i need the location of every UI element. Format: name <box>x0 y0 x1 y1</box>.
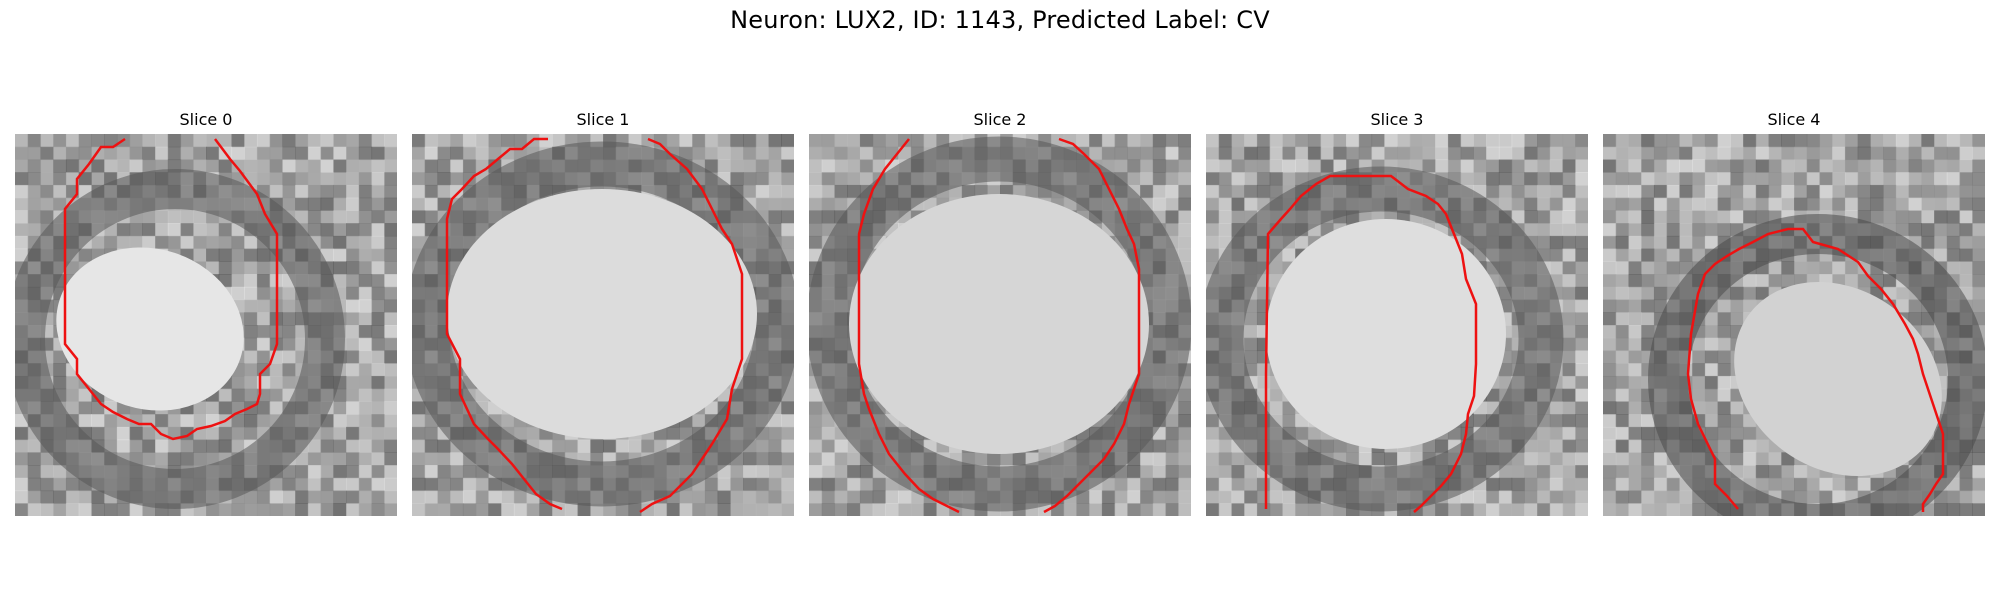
contour-1b <box>639 137 744 514</box>
slice-panel-4: Slice 4 <box>1603 110 1985 516</box>
slice-panel-3: Slice 3 <box>1206 110 1588 516</box>
cell-body-2 <box>849 194 1149 454</box>
slice-panel-2: Slice 2 <box>809 110 1191 516</box>
slice-image-2 <box>809 134 1191 516</box>
contour-0 <box>63 137 279 441</box>
slice-image-0 <box>15 134 397 516</box>
cell-body-1 <box>447 189 757 439</box>
membrane-ring-2 <box>809 136 1191 512</box>
slice-title-0: Slice 0 <box>179 110 233 129</box>
slice-image-3 <box>1206 134 1588 516</box>
slice-panel-0: Slice 0 <box>15 110 397 516</box>
slice-image-1 <box>412 134 794 516</box>
cell-body-0 <box>56 247 244 411</box>
slice-title-1: Slice 1 <box>576 110 630 129</box>
contour-3 <box>1264 174 1478 513</box>
cell-body-3 <box>1266 219 1506 449</box>
slice-title-2: Slice 2 <box>973 110 1027 129</box>
slice-panel-1: Slice 1 <box>412 110 794 516</box>
membrane-ring-4 <box>1648 214 1985 516</box>
contour-2a <box>857 138 960 514</box>
slice-title-3: Slice 3 <box>1370 110 1424 129</box>
contour-2b <box>1043 137 1141 514</box>
membrane-ring-0 <box>15 169 345 509</box>
membrane-ring-3 <box>1206 166 1564 512</box>
contour-4 <box>1686 227 1945 512</box>
slice-image-4 <box>1603 134 1985 516</box>
membrane-ring-1 <box>412 141 794 507</box>
contour-1a <box>445 137 563 511</box>
slice-title-4: Slice 4 <box>1767 110 1821 129</box>
cell-body-4 <box>1734 281 1942 477</box>
figure-title: Neuron: LUX2, ID: 1143, Predicted Label:… <box>730 6 1270 34</box>
